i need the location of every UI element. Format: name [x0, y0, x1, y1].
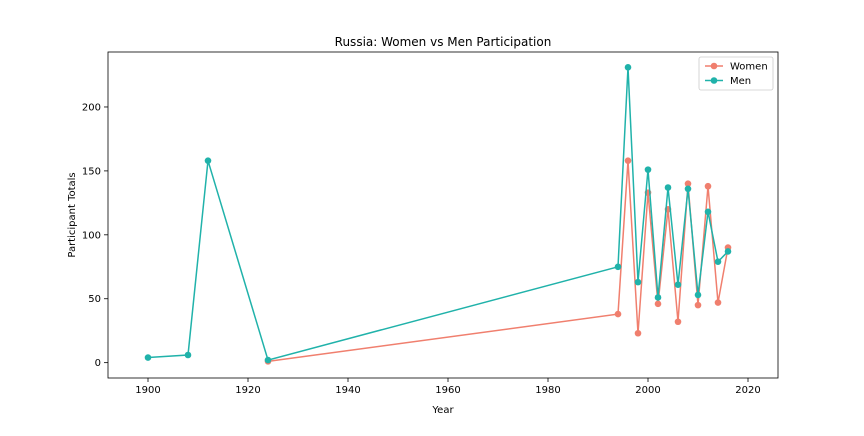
data-point-women	[684, 180, 692, 187]
y-tick-label: 150	[82, 166, 101, 177]
data-point-men	[614, 263, 622, 271]
legend-label-men: Men	[730, 76, 751, 87]
data-point-men	[634, 278, 642, 286]
data-point-women	[654, 300, 662, 308]
data-point-men	[684, 185, 692, 193]
chart-title: Russia: Women vs Men Participation	[335, 35, 552, 49]
data-point-men	[724, 248, 732, 255]
data-point-men	[674, 281, 682, 288]
y-tick-label: 100	[82, 230, 101, 241]
data-point-men	[694, 291, 702, 299]
data-point-men	[264, 356, 272, 364]
data-point-women	[704, 182, 712, 190]
legend-label-women: Women	[730, 62, 768, 73]
data-point-women	[634, 329, 642, 337]
y-tick-label: 50	[88, 294, 101, 305]
data-point-men	[644, 166, 652, 173]
x-tick-label: 1980	[535, 385, 560, 396]
legend-marker-women	[710, 62, 718, 70]
data-point-women	[714, 299, 722, 306]
y-tick-label: 0	[95, 358, 101, 369]
data-point-men	[144, 354, 152, 361]
series-line-men	[147, 67, 729, 362]
x-tick-label: 2020	[735, 385, 760, 396]
data-point-women	[694, 301, 702, 309]
data-point-men	[624, 64, 632, 71]
x-tick-label: 2000	[635, 385, 660, 396]
x-tick-label: 1940	[335, 385, 360, 396]
data-point-women	[614, 310, 622, 318]
x-tick-label: 1900	[135, 385, 160, 396]
data-point-women	[674, 318, 682, 326]
data-point-men	[654, 294, 662, 301]
legend-marker-men	[710, 77, 718, 84]
data-point-men	[204, 157, 212, 164]
legend: Women Men	[698, 56, 774, 91]
data-point-women	[624, 157, 632, 164]
x-axis-label: Year	[431, 405, 454, 416]
data-point-men	[704, 208, 712, 216]
x-tick-label: 1960	[435, 385, 460, 396]
x-tick-label: 1920	[235, 385, 260, 396]
axes-frame	[107, 51, 779, 379]
data-point-men	[714, 258, 722, 265]
plot-area: 1900 1920 1940 1960 1980 2000 2020 0 50 100 150 200	[82, 51, 779, 396]
data-point-men	[664, 184, 672, 191]
y-tick-label: 200	[82, 102, 101, 113]
data-point-men	[184, 351, 192, 359]
y-axis-label: Participant Totals	[67, 172, 78, 257]
